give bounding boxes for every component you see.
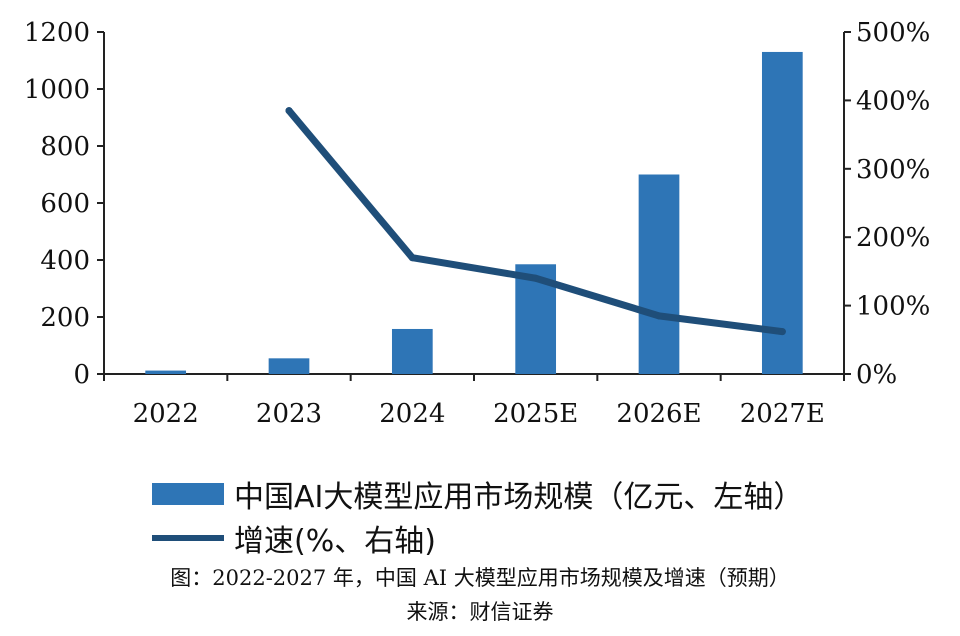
y-left-tick-label: 600: [40, 189, 90, 219]
legend-item-line: 增速(%、右轴): [152, 516, 803, 560]
growth-point-2023: [285, 107, 293, 115]
growth-point-2025E: [532, 274, 540, 282]
y-right-tick-label: 100%: [856, 292, 930, 322]
y-right-tick-label: 500%: [856, 18, 930, 48]
bar-2026E: [638, 174, 680, 374]
y-left-tick-label: 1000: [24, 75, 90, 105]
x-tick-label: 2022: [133, 399, 199, 429]
legend-item-bar: 中国AI大模型应用市场规模（亿元、左轴）: [152, 472, 803, 516]
y-left-tick-label: 800: [40, 132, 90, 162]
legend-bar-swatch: [152, 483, 224, 505]
x-tick-label: 2025E: [493, 399, 578, 429]
chart-canvas: 0 200 400 600 800 1000 1200 0% 100% 200% 300% 400% 5…: [24, 18, 931, 429]
bar-2023: [268, 358, 310, 374]
bar-2027E: [761, 51, 803, 374]
y-right-tick-label: 0%: [856, 360, 897, 390]
bar-2024: [391, 328, 433, 374]
y-left-tick-label: 400: [40, 246, 90, 276]
growth-point-2026E: [655, 312, 663, 320]
legend-bar-label: 中国AI大模型应用市场规模（亿元、左轴）: [234, 480, 804, 515]
x-tick-label: 2023: [256, 399, 322, 429]
x-tick-label: 2024: [379, 399, 445, 429]
y-left-tick-label: 0: [73, 360, 90, 390]
legend-line-swatch: [152, 535, 224, 541]
figure-caption: 图：2022-2027 年，中国 AI 大模型应用市场规模及增速（预期）: [170, 566, 790, 590]
y-right-tick-label: 200%: [856, 223, 930, 253]
x-tick-label: 2027E: [740, 399, 825, 429]
y-right-tick-label: 400%: [856, 86, 930, 116]
x-tick-label: 2026E: [616, 399, 701, 429]
y-right-tick-label: 300%: [856, 155, 930, 185]
bar-2022: [145, 370, 187, 374]
y-left-tick-label: 1200: [24, 18, 90, 48]
legend: 中国AI大模型应用市场规模（亿元、左轴） 增速(%、右轴): [152, 472, 803, 560]
growth-point-2024: [408, 254, 416, 262]
growth-point-2027E: [778, 328, 786, 336]
source-caption: 来源：财信证券: [406, 600, 554, 624]
y-left-tick-label: 200: [40, 303, 90, 333]
legend-line-label: 增速(%、右轴): [234, 524, 436, 559]
